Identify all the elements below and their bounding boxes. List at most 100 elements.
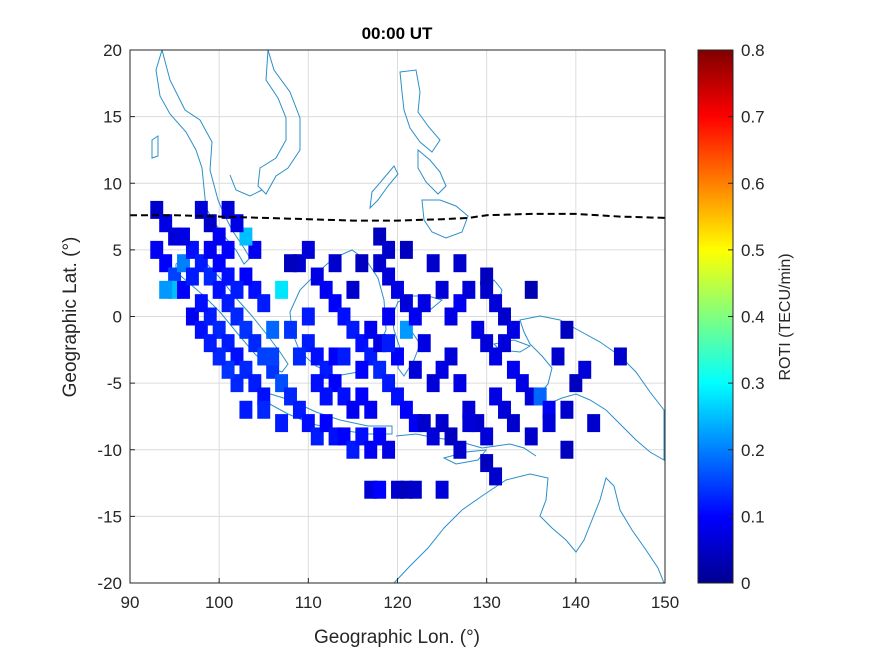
- coastline-palawan: [369, 165, 399, 210]
- roti-cell: [328, 254, 342, 273]
- y-tick-label: -10: [97, 441, 122, 460]
- colorbar-tick-label: 0.4: [741, 308, 765, 327]
- roti-cell: [177, 227, 190, 246]
- roti-cell: [266, 320, 280, 339]
- roti-cell: [417, 294, 431, 313]
- y-tick-labels: 20 15 10 5 0 -5 -10 -15 -20: [97, 41, 135, 593]
- x-axis-label: Geographic Lon. (°): [314, 627, 480, 648]
- roti-cell: [337, 347, 351, 366]
- roti-cell: [355, 360, 369, 379]
- coastline-visayas: [417, 148, 447, 195]
- roti-cell: [364, 400, 378, 419]
- roti-cell: [346, 280, 360, 299]
- roti-cell: [524, 280, 538, 299]
- x-tick-label: 140: [562, 593, 590, 612]
- roti-cell: [292, 347, 306, 366]
- roti-cell: [587, 414, 601, 433]
- colorbar-label: ROTI (TECU/min): [777, 253, 794, 380]
- roti-cell: [399, 240, 413, 259]
- roti-cell: [408, 480, 422, 499]
- magnetic-equator-line: [130, 212, 665, 222]
- colorbar: [697, 49, 734, 584]
- roti-cell: [301, 307, 315, 326]
- x-tick-label: 100: [205, 593, 233, 612]
- roti-cell: [560, 400, 574, 419]
- roti-cell: [435, 280, 449, 299]
- colorbar-tick-label: 0: [741, 574, 750, 593]
- roti-cell: [382, 334, 396, 353]
- x-tick-label: 110: [295, 593, 322, 612]
- roti-cell: [444, 347, 458, 366]
- roti-cell: [266, 347, 280, 366]
- roti-cell: [382, 307, 396, 326]
- roti-cell: [408, 360, 422, 379]
- roti-cell: [257, 400, 271, 419]
- roti-cell: [453, 254, 467, 273]
- roti-cell: [435, 480, 449, 499]
- x-tick-label: 130: [472, 593, 500, 612]
- coastline-new-guinea: [519, 315, 665, 461]
- roti-cell: [578, 360, 592, 379]
- colorbar-tick-label: 0.6: [741, 174, 765, 193]
- colorbar-tick-label: 0.7: [741, 108, 765, 127]
- y-tick-label: -15: [97, 507, 122, 526]
- chart-title: 00:00 UT: [362, 24, 433, 43]
- y-axis-label: Geographic Lat. (°): [60, 237, 81, 398]
- roti-cell: [275, 280, 289, 299]
- roti-cell: [203, 334, 217, 353]
- roti-cell: [230, 280, 244, 299]
- y-tick-label: -5: [107, 374, 122, 393]
- roti-cell: [506, 414, 520, 433]
- roti-cell: [275, 414, 289, 433]
- roti-cell: [382, 240, 396, 259]
- y-tick-label: 10: [103, 174, 122, 193]
- roti-cell: [462, 414, 476, 433]
- roti-cell: [453, 440, 467, 459]
- roti-cell: [489, 467, 503, 486]
- roti-cell: [310, 374, 324, 393]
- roti-cell: [355, 254, 369, 273]
- roti-cell: [613, 347, 627, 366]
- roti-cell: [480, 267, 494, 286]
- colorbar-tick-label: 0.2: [741, 441, 765, 460]
- y-tick-label: 5: [113, 241, 122, 260]
- roti-cell: [373, 480, 387, 499]
- roti-cell: [560, 440, 574, 459]
- roti-cell: [462, 280, 476, 299]
- colorbar-tick-labels: 0.8 0.7 0.6 0.5 0.4 0.3 0.2 0.1 0: [728, 41, 765, 593]
- roti-cell: [426, 254, 440, 273]
- roti-cell: [551, 347, 565, 366]
- roti-cell: [203, 240, 217, 259]
- roti-cell: [301, 240, 315, 259]
- roti-cell: [221, 200, 235, 219]
- roti-cell: [239, 400, 253, 419]
- roti-cell: [194, 294, 208, 313]
- coastline-gulf: [229, 174, 263, 197]
- roti-cell: [284, 254, 297, 273]
- x-tick-label: 150: [651, 593, 679, 612]
- roti-cell: [480, 427, 494, 446]
- y-tick-label: 20: [103, 41, 122, 60]
- y-tick-label: 0: [113, 308, 122, 327]
- coastline-sumatra: [175, 253, 289, 373]
- roti-cell: [560, 320, 574, 339]
- roti-cell: [453, 374, 467, 393]
- roti-cell: [257, 294, 271, 313]
- colorbar-tick-label: 0.3: [741, 374, 765, 393]
- colorbar-tick-label: 0.8: [741, 41, 765, 60]
- roti-cell: [382, 440, 396, 459]
- colorbar-tick-label: 0.5: [741, 241, 765, 260]
- coastline-malay-peninsula: [155, 50, 251, 265]
- coastline-java: [263, 391, 393, 435]
- coastline-sri-lanka: [151, 135, 159, 159]
- x-tick-label: 90: [121, 593, 140, 612]
- y-tick-label: -20: [97, 574, 122, 593]
- roti-cell: [506, 320, 520, 339]
- x-tick-label: 120: [383, 593, 411, 612]
- coastline-lesser-sunda: [395, 433, 537, 457]
- coastline-australia: [393, 473, 665, 583]
- colorbar-tick-label: 0.1: [741, 507, 765, 526]
- roti-cell: [542, 414, 556, 433]
- y-tick-label: 15: [103, 108, 122, 127]
